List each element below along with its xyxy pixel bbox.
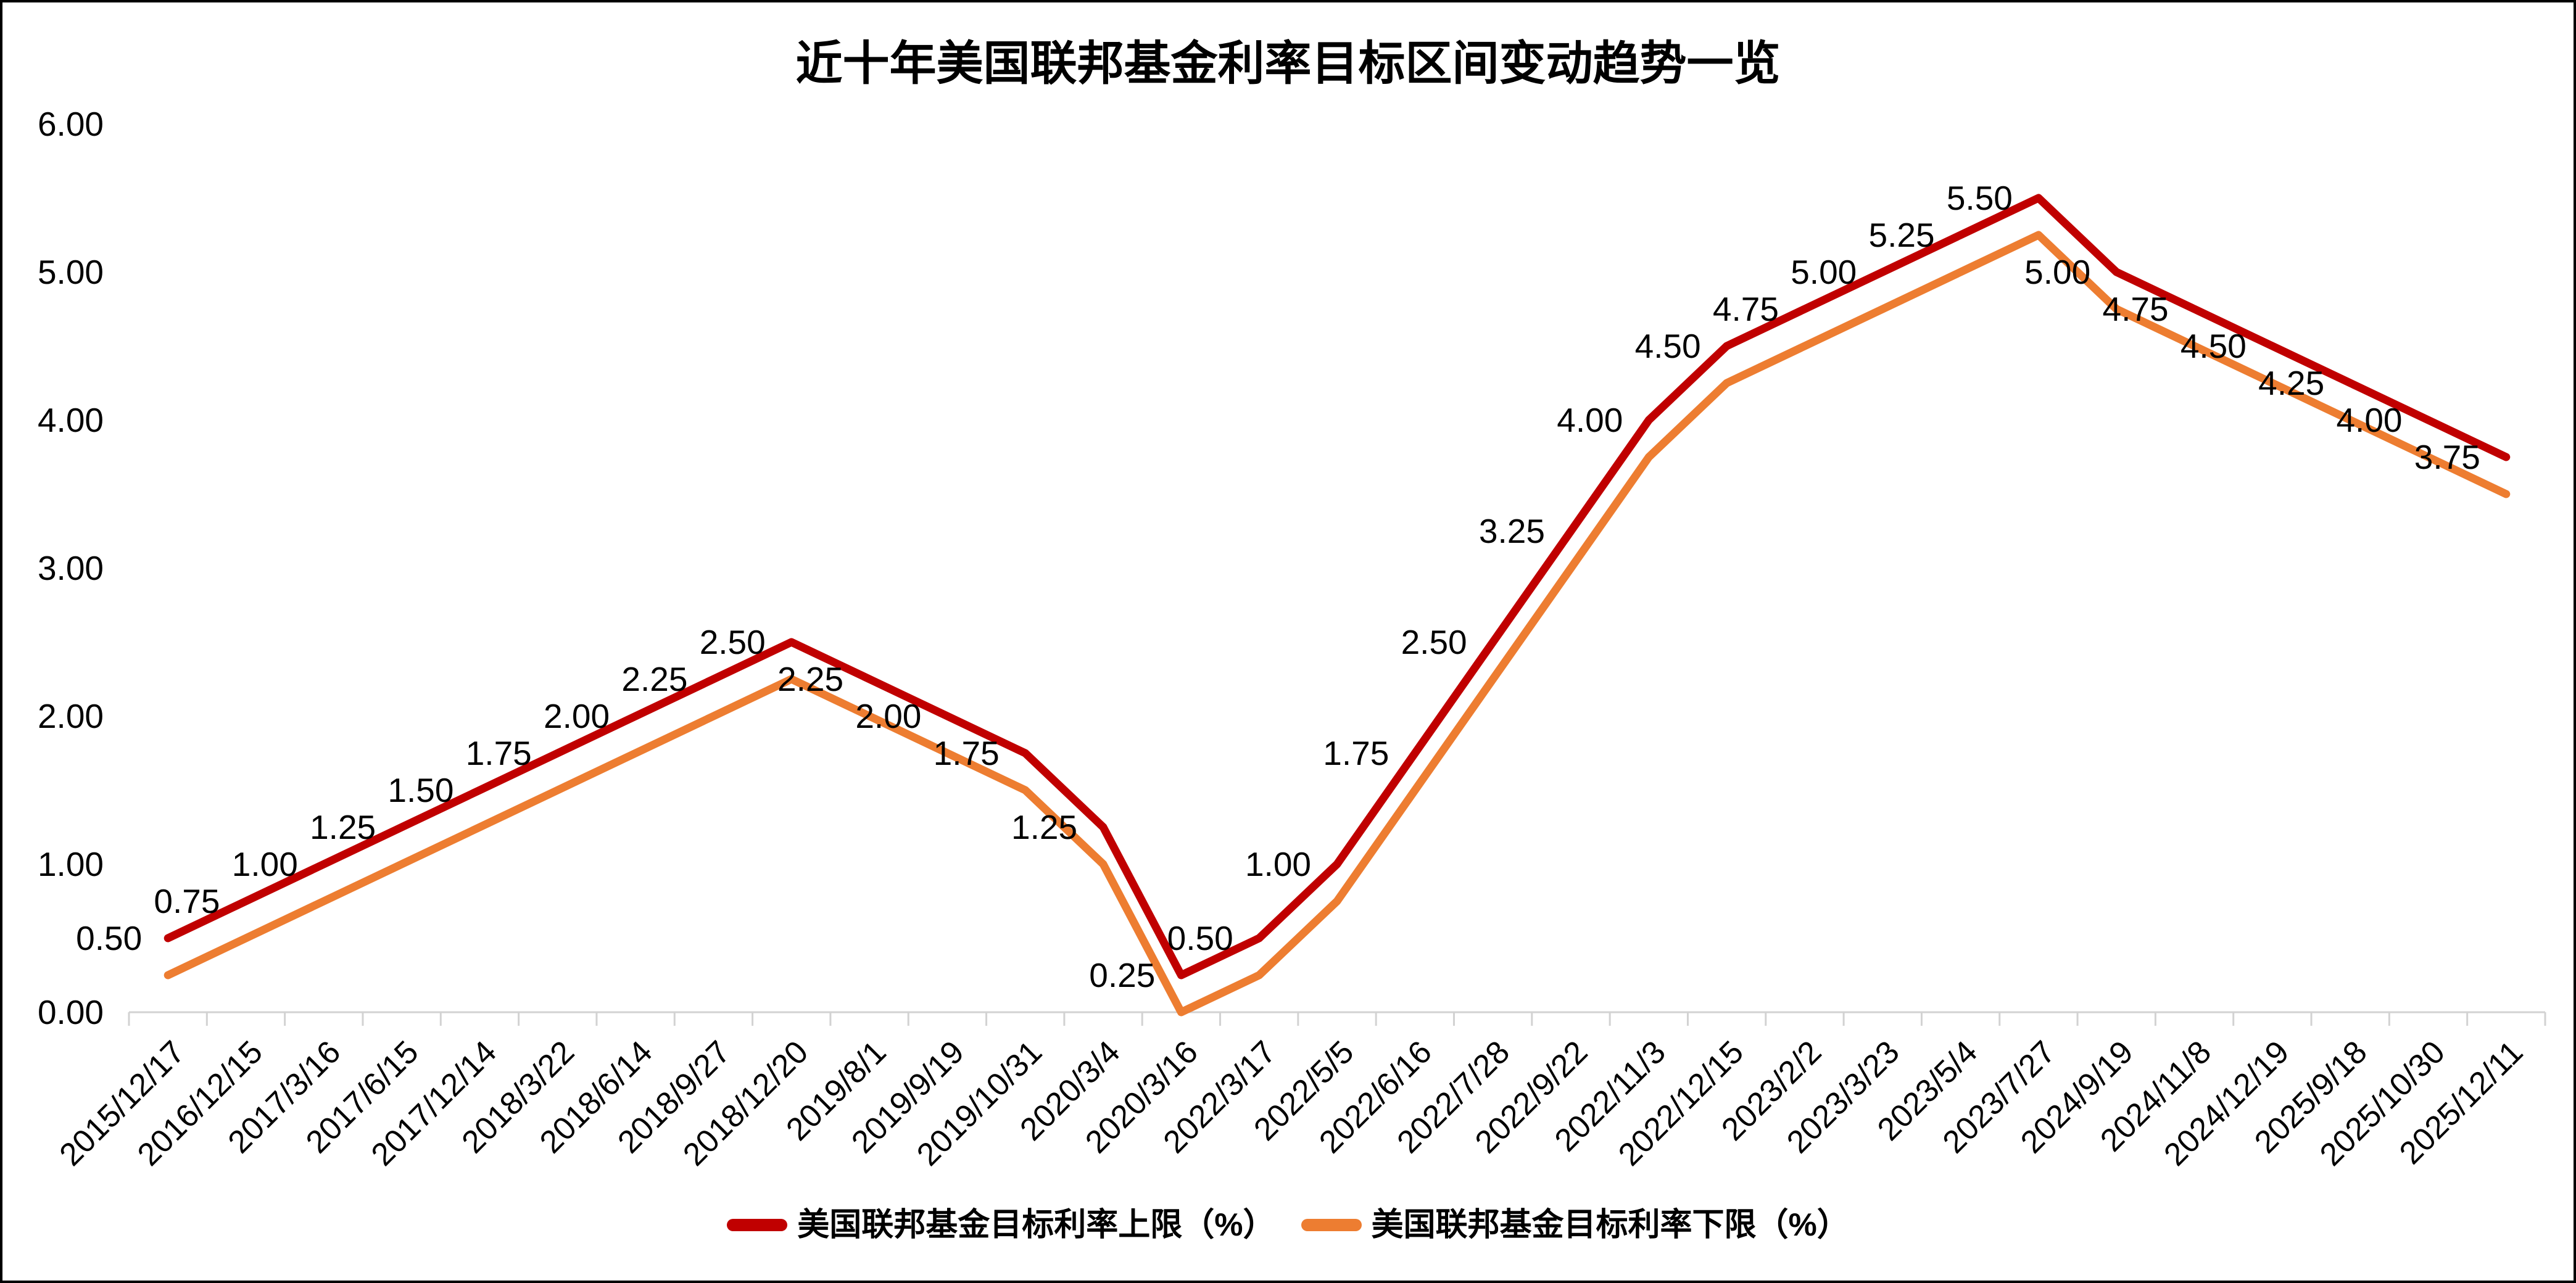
y-axis-label: 6.00 <box>38 105 104 143</box>
legend-label-upper-limit: 美国联邦基金目标利率上限（%） <box>797 1207 1275 1243</box>
data-label: 5.00 <box>2024 253 2090 291</box>
legend-item-upper-limit: 美国联邦基金目标利率上限（%） <box>727 1209 1275 1241</box>
data-label: 1.00 <box>232 845 298 883</box>
data-label: 4.50 <box>2180 327 2247 365</box>
data-label: 1.50 <box>387 771 453 809</box>
data-label: 2.25 <box>777 660 843 698</box>
legend: 美国联邦基金目标利率上限（%） 美国联邦基金目标利率下限（%） <box>2 1209 2574 1241</box>
data-label: 2.50 <box>1401 623 1467 661</box>
data-label: 1.75 <box>466 734 532 772</box>
data-label: 2.00 <box>855 697 921 735</box>
y-axis-label: 4.00 <box>38 401 104 439</box>
data-label: 0.50 <box>1167 919 1233 957</box>
y-axis-label: 2.00 <box>38 697 104 735</box>
data-label: 5.00 <box>1791 253 1857 291</box>
data-label-layer: 0.50 0.75 1.00 1.25 1.50 1.75 2.00 2.25 2.50 2.25… <box>76 179 2480 994</box>
data-label: 1.75 <box>934 734 1000 772</box>
data-label: 4.75 <box>2103 290 2169 328</box>
legend-label-lower-limit: 美国联邦基金目标利率下限（%） <box>1371 1207 1849 1243</box>
data-label: 0.50 <box>76 919 142 957</box>
data-label: 3.75 <box>2414 438 2480 476</box>
data-label: 3.25 <box>1479 512 1545 550</box>
y-axis-label: 1.00 <box>38 845 104 883</box>
data-label: 4.75 <box>1713 290 1779 328</box>
data-label: 1.25 <box>310 808 376 846</box>
y-axis-label: 0.00 <box>38 993 104 1031</box>
data-label: 2.00 <box>544 697 610 735</box>
data-label: 4.00 <box>2336 401 2402 439</box>
axis-layer: 0.001.002.003.004.005.006.002015/12/1720… <box>38 105 2546 1173</box>
data-label: 2.50 <box>700 623 766 661</box>
data-label: 5.50 <box>1947 179 2013 217</box>
data-label: 1.25 <box>1011 808 1077 846</box>
y-axis-label: 5.00 <box>38 253 104 291</box>
data-label: 0.25 <box>1089 956 1155 994</box>
data-label: 2.25 <box>621 660 687 698</box>
data-label: 1.00 <box>1245 845 1311 883</box>
data-label: 1.75 <box>1323 734 1389 772</box>
data-label: 0.75 <box>154 882 220 920</box>
series-layer <box>164 194 2511 1017</box>
data-label: 4.25 <box>2258 364 2324 402</box>
lower-limit-line <box>164 231 2511 1017</box>
y-axis-label: 3.00 <box>38 549 104 587</box>
data-label: 4.00 <box>1557 401 1623 439</box>
data-label: 4.50 <box>1635 327 1701 365</box>
upper-limit-line-swatch-icon <box>727 1219 788 1231</box>
data-label: 5.25 <box>1869 216 1935 254</box>
chart-title: 近十年美国联邦基金利率目标区间变动趋势一览 <box>795 38 1781 90</box>
legend-item-lower-limit: 美国联邦基金目标利率下限（%） <box>1301 1209 1849 1241</box>
upper-limit-line <box>164 194 2511 980</box>
lower-limit-line-swatch-icon <box>1301 1219 1362 1231</box>
